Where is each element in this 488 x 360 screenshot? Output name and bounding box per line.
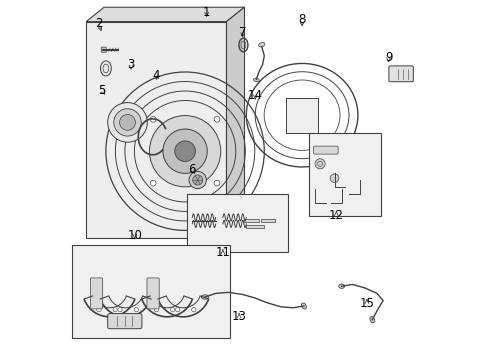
Text: 10: 10: [127, 229, 142, 242]
FancyBboxPatch shape: [146, 278, 159, 309]
Circle shape: [107, 103, 147, 142]
Text: 11: 11: [215, 246, 230, 259]
Circle shape: [97, 307, 101, 312]
Circle shape: [154, 307, 159, 312]
Circle shape: [175, 307, 180, 312]
Text: 5: 5: [99, 84, 106, 97]
Ellipse shape: [101, 61, 111, 76]
Circle shape: [113, 307, 117, 312]
Bar: [260, 219, 275, 222]
Circle shape: [118, 307, 122, 312]
Text: 13: 13: [231, 310, 246, 323]
Circle shape: [149, 116, 220, 187]
Circle shape: [170, 307, 175, 312]
Ellipse shape: [201, 295, 208, 299]
Ellipse shape: [369, 316, 374, 323]
Circle shape: [163, 129, 207, 174]
Text: 2: 2: [95, 17, 102, 30]
Text: 7: 7: [239, 26, 246, 39]
FancyBboxPatch shape: [313, 146, 337, 154]
Circle shape: [314, 159, 325, 169]
Circle shape: [150, 116, 156, 122]
Text: 3: 3: [127, 58, 135, 71]
Circle shape: [174, 141, 195, 162]
Circle shape: [120, 114, 135, 130]
Bar: [244, 219, 258, 222]
Text: 9: 9: [384, 51, 391, 64]
Text: 12: 12: [328, 209, 343, 222]
Polygon shape: [86, 7, 244, 22]
Circle shape: [214, 180, 220, 186]
Circle shape: [189, 171, 206, 189]
Circle shape: [192, 175, 203, 185]
Ellipse shape: [301, 303, 306, 309]
Text: 6: 6: [188, 163, 196, 176]
Bar: [72, 245, 230, 338]
FancyBboxPatch shape: [388, 66, 412, 82]
Bar: [309, 133, 381, 216]
FancyBboxPatch shape: [101, 47, 106, 52]
FancyBboxPatch shape: [107, 314, 142, 329]
Text: 15: 15: [359, 297, 374, 310]
Polygon shape: [86, 22, 226, 238]
Text: 14: 14: [247, 89, 262, 102]
Circle shape: [134, 307, 138, 312]
Bar: [246, 225, 264, 228]
FancyBboxPatch shape: [90, 278, 102, 309]
Circle shape: [114, 109, 141, 136]
Text: 8: 8: [298, 13, 305, 26]
Ellipse shape: [258, 42, 264, 47]
Circle shape: [191, 307, 196, 312]
Text: 4: 4: [152, 69, 160, 82]
Polygon shape: [226, 7, 244, 238]
Circle shape: [214, 116, 220, 122]
Bar: [285, 98, 318, 133]
Circle shape: [329, 174, 338, 183]
Bar: [186, 194, 287, 252]
Circle shape: [150, 180, 156, 186]
Ellipse shape: [253, 78, 259, 82]
Text: 1: 1: [203, 6, 210, 19]
Ellipse shape: [338, 284, 344, 288]
